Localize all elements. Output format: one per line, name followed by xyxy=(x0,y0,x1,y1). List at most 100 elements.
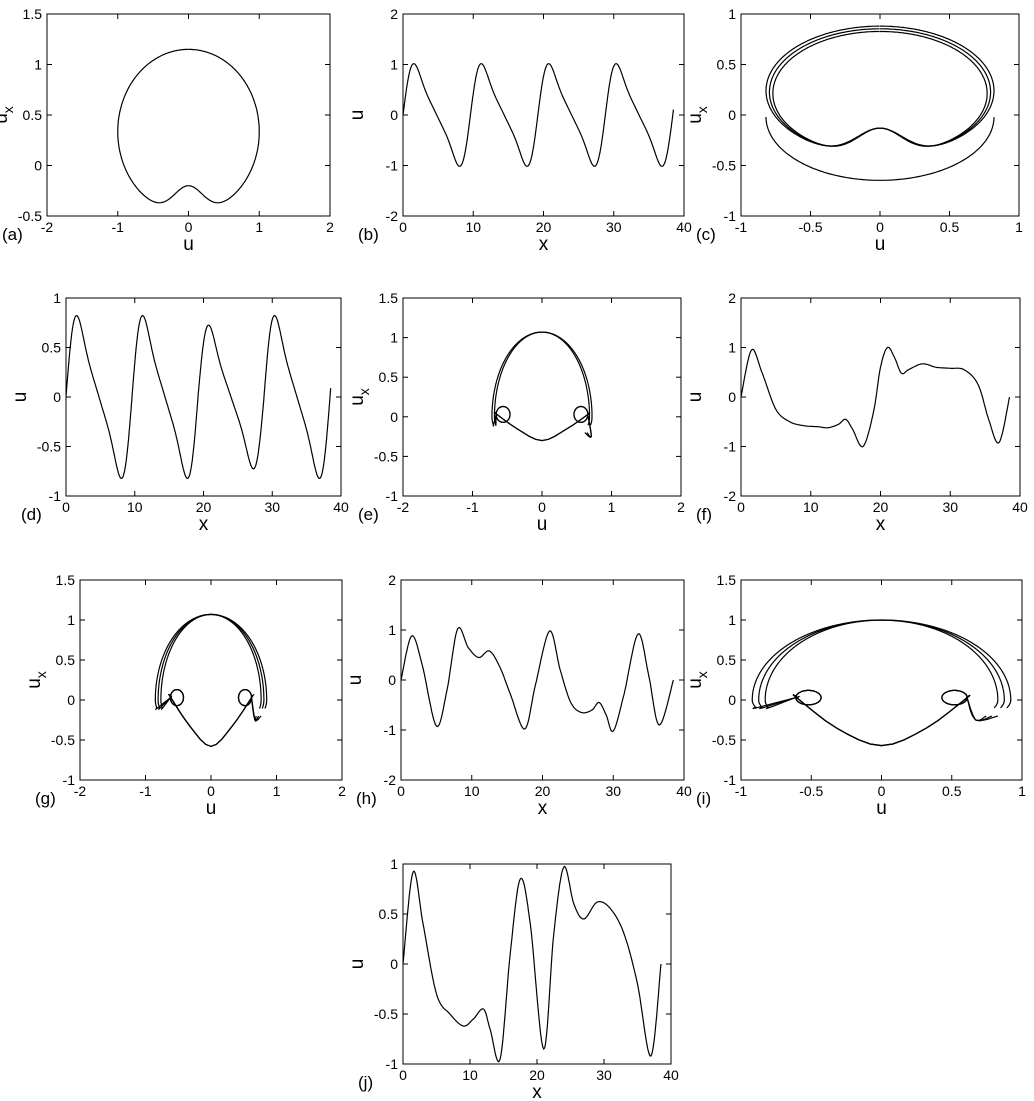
x-tick-label: -2 xyxy=(41,219,54,235)
y-tick-label: -0.5 xyxy=(374,1006,398,1022)
axes-frame xyxy=(79,579,343,781)
panel-h: 0 10 20 30 40 -2 -1 0 1 2 x u (h) xyxy=(345,572,692,819)
y-axis-label: u xyxy=(347,110,368,121)
y-tick-label: 2 xyxy=(390,6,398,22)
y-tick-label: 0 xyxy=(390,956,398,972)
y-tick-label: 1.5 xyxy=(379,290,399,306)
panel-label: (b) xyxy=(358,225,379,244)
axes-frame xyxy=(402,863,672,1065)
y-tick-label: -0.5 xyxy=(37,439,61,455)
x-tick-label: 40 xyxy=(1012,499,1028,515)
x-tick-label: 20 xyxy=(536,219,552,235)
y-tick-label: 1 xyxy=(53,290,61,306)
y-axis-label: ux xyxy=(0,106,16,124)
axes-frame xyxy=(402,13,685,217)
x-tick-label: 40 xyxy=(676,219,692,235)
axes-frame xyxy=(65,297,342,497)
panel-f: 0 10 20 30 40 -2 -1 0 1 2 x u (f) xyxy=(685,290,1028,535)
panel-label: (a) xyxy=(2,225,23,244)
panel-b: 0 10 20 30 40 -2 -1 0 1 2 x u (b) xyxy=(347,6,692,255)
series-line-i-1 xyxy=(751,619,1012,747)
y-tick-label: 1.5 xyxy=(56,572,76,588)
series-line-a-1 xyxy=(117,48,260,204)
y-axis-label: ux xyxy=(685,671,710,689)
y-tick-label: 0.5 xyxy=(42,340,62,356)
series-line-i-3 xyxy=(764,619,999,747)
panel-label: (g) xyxy=(35,789,56,808)
y-axis-label: ux xyxy=(24,671,49,689)
series-line-g-2 xyxy=(157,613,265,748)
x-tick-label: -2 xyxy=(74,783,87,799)
y-tick-label: 1 xyxy=(390,856,398,872)
x-tick-label: 30 xyxy=(605,783,621,799)
x-tick-label: 0.5 xyxy=(942,783,962,799)
y-tick-label: -0.5 xyxy=(51,732,75,748)
y-tick-label: -1 xyxy=(386,1056,399,1072)
y-tick-label: 1.5 xyxy=(717,572,737,588)
x-tick-label: 0 xyxy=(399,1067,407,1083)
x-tick-label: 10 xyxy=(465,219,481,235)
series-line-g-3 xyxy=(160,613,262,748)
x-tick-label: 20 xyxy=(529,1067,545,1083)
x-tick-label: 1 xyxy=(255,219,263,235)
x-tick-label: 30 xyxy=(942,499,958,515)
x-tick-label: 0 xyxy=(399,219,407,235)
y-tick-label: 1 xyxy=(728,340,736,356)
x-tick-label: -1 xyxy=(139,783,152,799)
y-tick-label: 0 xyxy=(34,158,42,174)
series-line-e-2 xyxy=(493,331,592,442)
series-line-c-4 xyxy=(765,117,995,181)
series-line-f-1 xyxy=(741,346,1011,448)
y-tick-label: 0 xyxy=(728,107,736,123)
y-tick-label: -1 xyxy=(49,488,62,504)
y-tick-label: 0.5 xyxy=(379,369,399,385)
panel-d: 0 10 20 30 40 -1 -0.5 0 0.5 1 x u (d) xyxy=(10,290,349,535)
axes-frame xyxy=(740,579,1023,781)
series-line-i-2 xyxy=(758,619,1005,747)
y-tick-label: 0.5 xyxy=(379,906,399,922)
x-tick-label: 20 xyxy=(873,499,889,515)
x-tick-label: -1 xyxy=(466,499,479,515)
y-tick-label: -1 xyxy=(386,488,399,504)
x-tick-label: 10 xyxy=(462,1067,478,1083)
y-tick-label: -1 xyxy=(724,208,737,224)
x-tick-label: 1 xyxy=(273,783,281,799)
y-tick-label: 0 xyxy=(728,389,736,405)
y-tick-label: 0.5 xyxy=(56,652,76,668)
y-tick-label: 0 xyxy=(390,409,398,425)
x-tick-label: 30 xyxy=(606,219,622,235)
y-tick-label: -1 xyxy=(63,772,76,788)
y-tick-label: 1 xyxy=(390,330,398,346)
x-tick-label: 0 xyxy=(207,783,215,799)
x-axis-label: x xyxy=(538,798,548,819)
axes-frame xyxy=(740,13,1020,217)
y-tick-label: 0 xyxy=(388,672,396,688)
panel-label: (d) xyxy=(21,505,42,524)
x-tick-label: 30 xyxy=(596,1067,612,1083)
panel-label: (i) xyxy=(696,789,711,808)
x-tick-label: 1 xyxy=(1015,219,1023,235)
y-tick-label: -2 xyxy=(384,772,397,788)
x-tick-label: 2 xyxy=(338,783,346,799)
panel-label: (f) xyxy=(696,505,712,524)
y-tick-label: 1 xyxy=(67,612,75,628)
x-tick-label: 10 xyxy=(464,783,480,799)
x-axis-label: x xyxy=(199,514,209,535)
y-axis-label: ux xyxy=(347,388,372,406)
panel-a: -2 -1 0 1 2 -0.5 0 0.5 1 1.5 u ux (a) xyxy=(0,6,334,255)
panel-j: 0 10 20 30 40 -1 -0.5 0 0.5 1 x u (j) xyxy=(347,856,679,1101)
x-tick-label: -1 xyxy=(735,783,748,799)
x-tick-label: -1 xyxy=(112,219,125,235)
x-tick-label: 1 xyxy=(608,499,616,515)
x-tick-label: -1 xyxy=(735,219,748,235)
series-line-g-1 xyxy=(154,613,268,748)
y-tick-label: 2 xyxy=(388,572,396,588)
series-line-d-1 xyxy=(66,315,332,479)
x-tick-label: 10 xyxy=(803,499,819,515)
x-axis-label: u xyxy=(875,234,886,255)
y-tick-label: -2 xyxy=(386,208,399,224)
y-tick-label: 0 xyxy=(390,107,398,123)
